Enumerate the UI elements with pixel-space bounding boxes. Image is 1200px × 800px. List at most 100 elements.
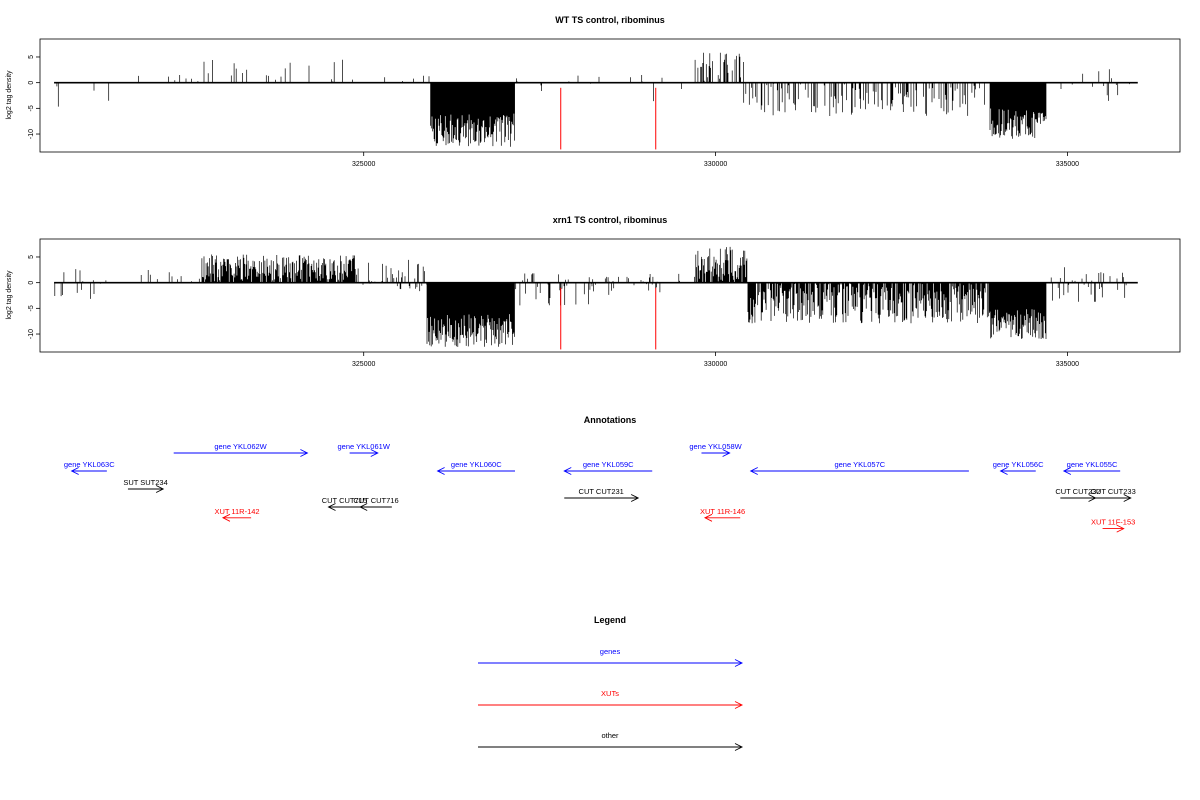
annotation-other: CUT CUT715 [322,496,367,511]
y-tick-label: 5 [28,255,35,259]
arrow-head [221,513,231,522]
x-tick-label: 325000 [352,361,375,368]
annotation-other: SUT SUT234 [123,478,168,493]
annotation-gene: gene YKL063C [64,460,115,475]
legend-items: genes XUTs other [478,647,744,751]
annotation-gene: gene YKL056C [993,460,1044,475]
panel-title: WT TS control, ribominus [555,15,665,25]
annotation-features: gene YKL063C gene YKL062W gene YKL061W gene… [64,442,1136,533]
annotation-gene: gene YKL055C [1062,460,1121,475]
arrow-head [436,467,445,475]
annotation-label: gene YKL060C [451,460,502,469]
annotation-label: gene YKL056C [993,460,1044,469]
y-axis: 5 0 -5 -10 [28,255,40,339]
annotation-label: gene YKL063C [64,460,115,469]
annotation-label: CUT CUT716 [353,496,398,505]
legend-item: other [478,731,744,751]
legend-item: XUTs [478,689,744,709]
red-marker-lines [560,287,657,350]
legend-item: genes [478,647,744,667]
annotation-gene: gene YKL057C [749,460,969,475]
y-tick-label: 5 [28,55,35,59]
annotation-xut: XUT 11R-142 [214,507,260,522]
arrow-head [1116,524,1125,533]
arrow-head [749,467,758,475]
y-axis-label: log2 tag density [6,70,13,120]
plot-frame [39,38,1181,153]
y-tick-label: 0 [28,81,35,85]
annotation-other: CUT CUT233 [1090,487,1136,502]
arrow-head [359,503,368,511]
y-tick-label: -5 [28,105,35,111]
arrow-head [70,467,79,475]
annotation-xut: XUT 11F-153 [1091,518,1135,533]
arrow-head [370,449,379,457]
arrow-head [734,743,744,751]
y-tick-label: 0 [28,281,35,285]
annotation-gene: gene YKL061W [338,442,391,457]
y-axis-label: log2 tag density [6,270,13,320]
y-tick-label: -10 [28,329,35,339]
annotation-label: XUT 11R-142 [214,507,259,516]
red-marker-lines [560,87,657,150]
legend-title: Legend [594,615,626,625]
y-tick-label: -5 [28,305,35,311]
legend-label: other [601,731,619,740]
annotation-label: XUT 11F-153 [1091,518,1135,527]
annotation-gene: gene YKL060C [436,460,515,475]
annotation-label: gene YKL062W [214,442,267,451]
arrow-head [630,494,640,502]
x-axis: 325000 330000 335000 [352,152,1079,168]
arrow-head [734,701,744,709]
arrow-head [1062,467,1072,475]
annotation-label: gene YKL059C [583,460,634,469]
density-bars [54,52,1138,147]
legend-label: genes [600,647,621,656]
x-tick-label: 325000 [352,161,375,168]
arrow-head [722,449,731,457]
annotation-gene: gene YKL059C [563,460,653,475]
annotation-label: CUT CUT232 [1055,487,1100,496]
annotation-other: CUT CUT716 [353,496,399,511]
annotation-label: CUT CUT233 [1090,487,1135,496]
x-axis: 325000 330000 335000 [352,352,1079,368]
annotation-label: gene YKL057C [834,460,885,469]
density-bars [54,246,1138,347]
arrow-head [703,513,713,522]
annotation-label: gene YKL058W [689,442,742,451]
panel-title: xrn1 TS control, ribominus [553,215,668,225]
annotation-label: XUT 11R-146 [700,507,745,516]
annotation-other: CUT CUT231 [564,487,640,502]
arrow-head [563,467,572,475]
annotation-label: CUT CUT715 [322,496,367,505]
panel-xrn1: xrn1 TS control, ribominus log2 tag dens… [6,215,1181,368]
y-axis: 5 0 -5 -10 [28,55,40,139]
arrow-head [1123,494,1132,502]
arrow-head [327,503,336,511]
legend: Legend genes XUTs other [478,615,744,751]
arrow-head [155,485,165,493]
y-tick-label: -10 [28,129,35,139]
annotation-label: gene YKL055C [1067,460,1118,469]
annotation-gene: gene YKL062W [173,442,309,457]
legend-label: XUTs [601,689,619,698]
annotation-label: CUT CUT231 [579,487,624,496]
density-bar-set [54,246,1127,347]
annotation-label: gene YKL061W [338,442,391,451]
x-tick-label: 330000 [704,361,727,368]
arrow-head [999,467,1008,475]
annotation-label: SUT SUT234 [123,478,167,487]
x-tick-label: 330000 [704,161,727,168]
x-tick-label: 335000 [1056,161,1079,168]
arrow-head [300,449,309,457]
annotation-xut: XUT 11R-146 [700,507,745,522]
annotation-gene: gene YKL058W [689,442,743,457]
arrow-head [734,659,744,667]
x-tick-label: 335000 [1056,361,1079,368]
panel-wt: WT TS control, ribominus log2 tag densit… [6,15,1181,168]
plot-frame [39,238,1181,353]
density-bar-set [56,52,1130,147]
annotations-title: Annotations [584,415,637,425]
